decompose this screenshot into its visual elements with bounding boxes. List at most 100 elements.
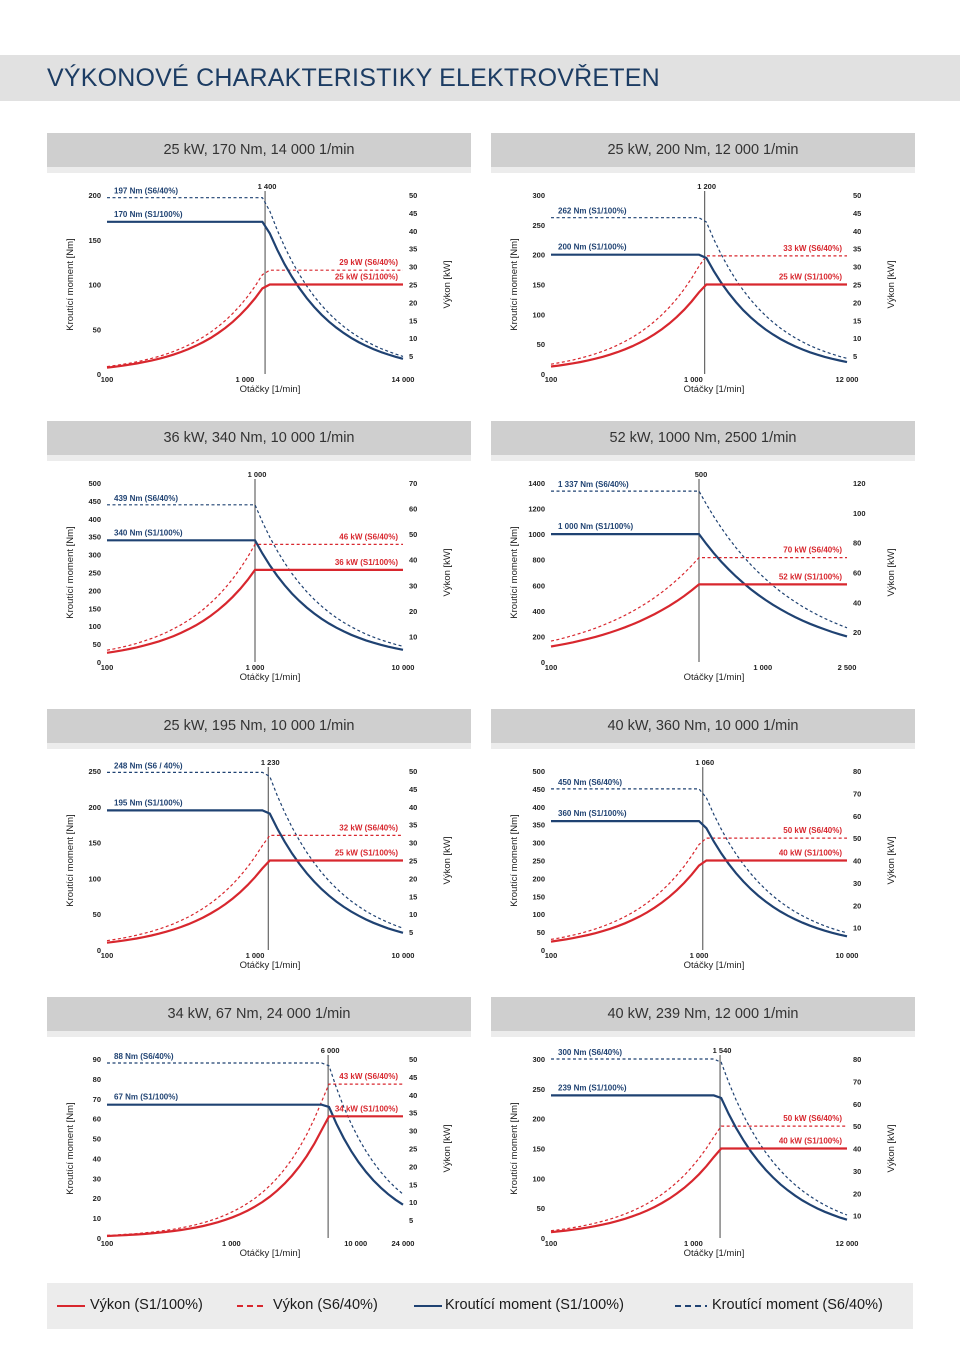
torque-s6-line: [551, 217, 848, 359]
corner-speed-label: 1 000: [248, 470, 267, 479]
x-axis-label: Otáčky [1/min]: [240, 1248, 301, 1259]
power-s1-line: [106, 1115, 403, 1238]
y-left-tick-label: 100: [532, 910, 545, 919]
legend-swatch-power-s1: [57, 1305, 85, 1307]
torque-s1-line: [551, 253, 848, 364]
x-tick-label: 1 000: [246, 663, 265, 672]
power-s1-label: 25 kW (S1/100%): [779, 273, 842, 282]
y-right-tick-label: 35: [853, 245, 861, 254]
chart-title: 40 kW, 360 Nm, 10 000 1/min: [491, 709, 915, 743]
y-left-tick-label: 1000: [528, 530, 545, 539]
legend-swatch-torque-s1: [414, 1305, 442, 1307]
y-left-tick-label: 300: [88, 551, 101, 560]
chart-svg: Kroutící moment [Nm] Výkon [kW] Otáčky [1/…: [509, 758, 897, 971]
y-right-tick-label: 50: [853, 1122, 861, 1131]
y-right-tick-label: 5: [853, 352, 857, 361]
y-left-tick-label: 250: [88, 767, 101, 776]
y-left-axis-label: Kroutící moment [Nm]: [509, 814, 520, 906]
x-axis-label: Otáčky [1/min]: [240, 384, 301, 395]
y-left-tick-label: 0: [541, 658, 545, 667]
x-axis-label: Otáčky [1/min]: [684, 1248, 745, 1259]
y-left-tick-label: 50: [537, 1204, 545, 1213]
torque-s1-line: [551, 532, 848, 638]
power-s1-line: [550, 583, 847, 648]
chart-svg: Kroutící moment [Nm] Výkon [kW] Otáčky [1/…: [509, 1046, 897, 1259]
y-left-tick-label: 90: [93, 1055, 101, 1064]
power-s6-line: [550, 1125, 847, 1232]
power-s6-line: [550, 255, 847, 365]
y-left-tick-label: 200: [532, 1115, 545, 1124]
y-left-tick-label: 100: [88, 281, 101, 290]
chart-body: Kroutící moment [Nm] Výkon [kW] Otáčky [1/…: [47, 1037, 471, 1262]
y-right-axis-label: Výkon [kW]: [442, 260, 453, 308]
power-s6-line: [550, 837, 847, 940]
y-right-tick-label: 15: [409, 316, 417, 325]
y-right-tick-label: 50: [409, 1055, 417, 1064]
legend-label: Kroutící moment (S6/40%): [712, 1297, 883, 1313]
power-s6-line: [106, 1083, 403, 1236]
x-tick-label: 10 000: [836, 951, 859, 960]
y-left-tick-label: 500: [88, 479, 101, 488]
y-right-tick-label: 10: [853, 1212, 861, 1221]
chart-title: 25 kW, 200 Nm, 12 000 1/min: [491, 133, 915, 167]
x-tick-label: 2 500: [838, 663, 857, 672]
torque-s1-label: 67 Nm (S1/100%): [114, 1093, 178, 1102]
power-s6-label: 46 kW (S6/40%): [339, 532, 398, 541]
legend-swatch-torque-s6: [675, 1305, 707, 1307]
y-left-tick-label: 200: [88, 586, 101, 595]
y-left-tick-label: 450: [88, 497, 101, 506]
x-axis-label: Otáčky [1/min]: [684, 384, 745, 395]
y-left-tick-label: 0: [541, 1234, 545, 1243]
power-s1-line: [106, 568, 403, 654]
y-left-tick-label: 40: [93, 1154, 101, 1163]
page-title: VÝKONOVÉ CHARAKTERISTIKY ELEKTROVŘETEN: [47, 64, 660, 92]
y-left-tick-label: 20: [93, 1194, 101, 1203]
y-right-tick-label: 20: [853, 1189, 861, 1198]
y-right-tick-label: 45: [853, 209, 861, 218]
y-right-tick-label: 60: [853, 812, 861, 821]
x-tick-label: 1 000: [684, 1239, 703, 1248]
y-left-tick-label: 150: [88, 604, 101, 613]
y-left-axis-label: Kroutící moment [Nm]: [65, 238, 76, 330]
torque-s6-line: [551, 490, 848, 629]
y-left-tick-label: 100: [532, 1174, 545, 1183]
chart-body: Kroutící moment [Nm] Výkon [kW] Otáčky [1/…: [491, 461, 915, 686]
y-left-tick-label: 500: [532, 767, 545, 776]
power-s6-label: 43 kW (S6/40%): [339, 1072, 398, 1081]
y-right-axis-label: Výkon [kW]: [442, 836, 453, 884]
torque-s1-line: [107, 220, 404, 360]
y-left-tick-label: 200: [88, 803, 101, 812]
y-left-tick-label: 150: [532, 281, 545, 290]
legend-label: Výkon (S1/100%): [90, 1297, 203, 1313]
power-s1-label: 40 kW (S1/100%): [779, 849, 842, 858]
x-tick-label: 100: [101, 951, 114, 960]
y-right-axis-label: Výkon [kW]: [886, 1124, 897, 1172]
power-s6-label: 50 kW (S6/40%): [783, 1114, 842, 1123]
y-left-tick-label: 150: [532, 892, 545, 901]
y-right-tick-label: 25: [853, 281, 861, 290]
power-s6-label: 50 kW (S6/40%): [783, 826, 842, 835]
y-right-tick-label: 120: [853, 479, 866, 488]
x-tick-label: 100: [101, 1239, 114, 1248]
y-left-tick-label: 1200: [528, 505, 545, 514]
x-tick-label: 100: [545, 1239, 558, 1248]
y-right-tick-label: 40: [853, 598, 861, 607]
torque-s6-label: 1 337 Nm (S6/40%): [558, 480, 629, 489]
y-right-tick-label: 20: [409, 607, 417, 616]
y-right-tick-label: 70: [853, 1077, 861, 1086]
y-left-tick-label: 50: [93, 640, 101, 649]
corner-speed-label: 6 000: [321, 1046, 340, 1055]
power-s1-label: 52 kW (S1/100%): [779, 572, 842, 581]
y-right-tick-label: 5: [409, 1216, 413, 1225]
torque-s1-line: [551, 1094, 848, 1221]
power-s1-line: [106, 283, 403, 369]
y-right-tick-label: 40: [853, 1145, 861, 1154]
y-left-tick-label: 10: [93, 1214, 101, 1223]
y-right-tick-label: 35: [409, 245, 417, 254]
y-right-tick-label: 30: [853, 1167, 861, 1176]
y-right-tick-label: 35: [409, 1109, 417, 1118]
y-left-tick-label: 30: [93, 1174, 101, 1183]
torque-s6-label: 248 Nm (S6 / 40%): [114, 761, 183, 770]
y-right-tick-label: 50: [853, 191, 861, 200]
chart-svg: Kroutící moment [Nm] Výkon [kW] Otáčky [1/…: [65, 758, 453, 971]
